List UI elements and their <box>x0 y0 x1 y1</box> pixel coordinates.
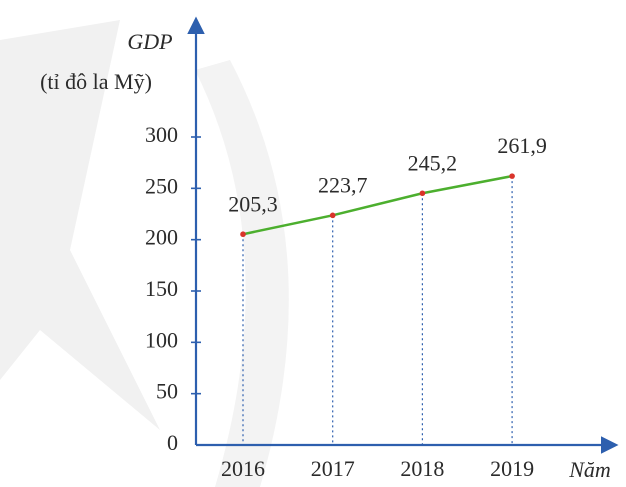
y-axis-unit: (tỉ đô la Mỹ) <box>40 69 152 94</box>
y-tick-label: 100 <box>145 327 178 352</box>
y-tick-label: 50 <box>156 379 178 404</box>
y-tick-label: 150 <box>145 276 178 301</box>
data-label: 205,3 <box>228 191 278 216</box>
x-axis-label: Năm <box>568 457 611 482</box>
point <box>419 190 426 197</box>
y-tick-label: 0 <box>167 430 178 455</box>
x-tick-label: 2017 <box>311 456 355 481</box>
point <box>240 231 246 238</box>
data-label: 261,9 <box>497 133 547 158</box>
y-axis-label: GDP <box>127 29 172 54</box>
background-shape <box>0 20 160 430</box>
data-label: 223,7 <box>318 172 368 197</box>
line <box>242 174 513 236</box>
point <box>329 212 336 219</box>
x-tick-label: 2019 <box>490 456 534 481</box>
y-tick-label: 300 <box>145 122 178 147</box>
point <box>509 173 515 179</box>
x-tick-label: 2016 <box>221 456 265 481</box>
x-tick-label: 2018 <box>400 456 444 481</box>
data-label: 245,2 <box>408 150 458 175</box>
background-shape <box>195 60 289 487</box>
y-tick-label: 250 <box>145 173 178 198</box>
y-tick-label: 200 <box>145 225 178 250</box>
